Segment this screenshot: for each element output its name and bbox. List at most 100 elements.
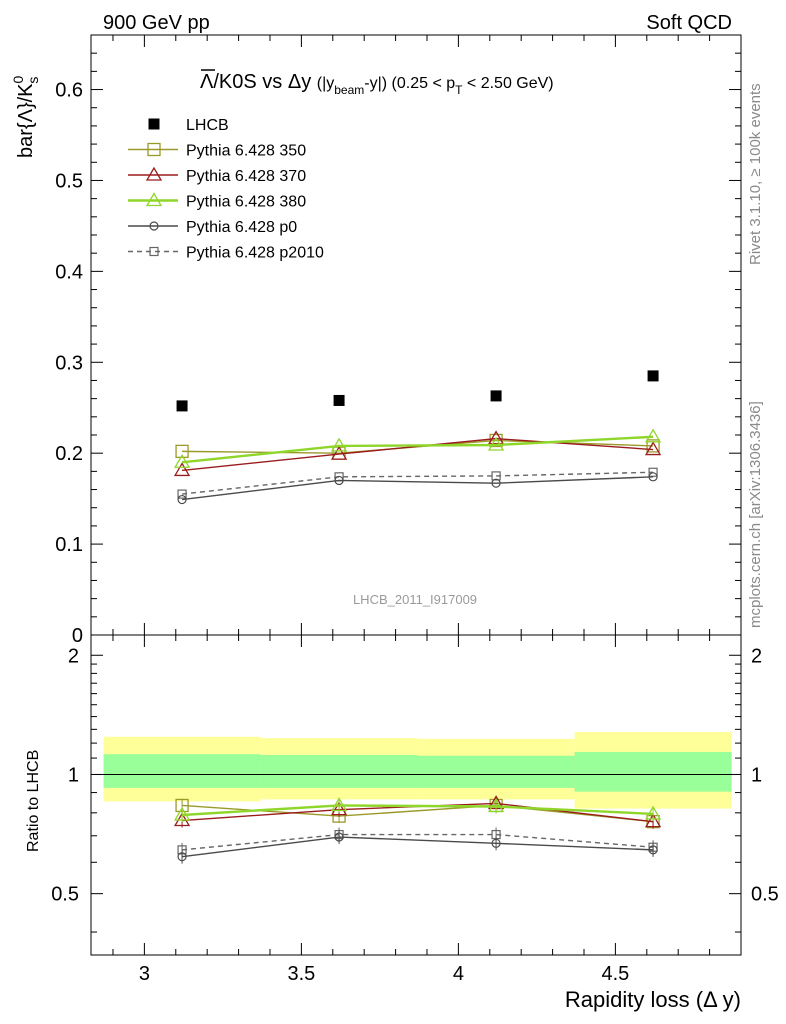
series-line (181, 476, 654, 501)
data-point (648, 467, 658, 477)
legend-entry: Pythia 6.428 p2010 (128, 245, 324, 262)
main-y-tick-label: 0.6 (55, 80, 83, 102)
ratio-inner-band (103, 754, 261, 788)
main-y-tick-label: 0.3 (55, 352, 83, 374)
data-point (648, 472, 658, 482)
series-pythia-6-428-370 (173, 430, 662, 477)
x-tick-label: 3 (139, 963, 150, 985)
axes: 0 0.1 0.2 0.3 0.4 0.5 0.6 3 3.5 4 4.5 0.5 0.5 1 1 2 2 (51, 35, 779, 985)
chart-title: Λ/K0S vs Δy (|ybeam-y|) (0.25 < pT < 2.5… (200, 71, 554, 97)
rivet-label: Rivet 3.1.10, ≥ 100k events (747, 83, 764, 265)
data-point (173, 453, 191, 468)
legend-label: LHCB (186, 117, 229, 134)
main-y-tick-label: 0.2 (55, 443, 83, 465)
legend-entry: Pythia 6.428 380 (128, 192, 306, 211)
data-point (491, 471, 501, 481)
x-axis-label: Rapidity loss (Δ y) (565, 987, 741, 1012)
ratio-bands (91, 732, 741, 809)
ratio-data-point (491, 838, 501, 848)
data-point (173, 462, 191, 477)
ratio-series-line (181, 833, 654, 851)
ratio-data-point (330, 801, 348, 816)
data-point (177, 489, 187, 499)
main-y-tick-label: 0.1 (55, 534, 83, 556)
legend: LHCB Pythia 6.428 350 Pythia 6.428 370 Pyth… (128, 117, 324, 262)
data-point (176, 400, 188, 412)
series-lhcb (176, 370, 659, 412)
data-point (175, 444, 189, 459)
legend-marker (145, 166, 163, 181)
ratio-y-tick-label: 2 (68, 645, 79, 667)
ratio-y-tick-label: 1 (68, 764, 79, 786)
analysis-watermark: LHCB_2011_I917009 (353, 592, 477, 607)
legend-entry: Pythia 6.428 370 (128, 166, 306, 185)
data-point (487, 430, 505, 445)
data-point (334, 475, 344, 486)
data-point (177, 494, 187, 505)
data-point (489, 433, 503, 448)
legend-label: Pythia 6.428 p0 (186, 219, 297, 236)
main-y-tick-label: 0.5 (55, 170, 83, 192)
ratio-inner-band (260, 754, 418, 788)
series-pythia-6-428-380 (173, 428, 662, 468)
legend-entry: Pythia 6.428 p0 (128, 219, 297, 236)
mcplots-label: mcplots.cern.ch [arXiv:1306.3436] (747, 401, 764, 628)
ratio-y-tick-label: 0.5 (51, 884, 79, 906)
ratio-data-point (644, 813, 662, 828)
ratio-data-point (173, 806, 191, 821)
legend-marker (149, 221, 159, 231)
x-tick-label: 4 (453, 963, 464, 985)
ratio-y-tick-label-right: 1 (751, 764, 762, 786)
series-line (181, 435, 654, 464)
data-point (644, 441, 662, 456)
data-point (647, 370, 659, 382)
ratio-inner-band (574, 751, 732, 792)
ratio-data-point (487, 798, 505, 813)
main-y-axis-label: bar{Λ}/K0s (10, 75, 41, 158)
x-tick-label: 4.5 (601, 963, 629, 985)
legend-label: Pythia 6.428 p2010 (186, 245, 324, 262)
data-point (330, 445, 348, 460)
legend-marker (149, 246, 159, 257)
data-point (330, 437, 348, 452)
ratio-series-pythia-6-428-380 (173, 797, 662, 822)
ratio-inner-band (417, 755, 575, 788)
ratio-data-point (177, 852, 187, 862)
legend-label: Pythia 6.428 350 (186, 143, 306, 160)
ratio-series-line (181, 836, 654, 858)
legend-label: Pythia 6.428 370 (186, 168, 306, 185)
ratio-plot-frame (90, 634, 742, 956)
data-point (487, 436, 505, 451)
ratio-series-line (181, 804, 654, 817)
legend-entry: Pythia 6.428 350 (128, 143, 306, 160)
series-pythia-6-428-p2010 (177, 467, 658, 499)
data-point (646, 439, 660, 453)
main-y-tick-label: 0 (72, 625, 83, 647)
legend-label: Pythia 6.428 380 (186, 194, 306, 211)
header-right: Soft QCD (646, 12, 732, 34)
data-point (490, 390, 502, 402)
ratio-y-tick-label-right: 0.5 (751, 884, 779, 906)
series-line (181, 471, 654, 495)
ratio-data-point (648, 845, 658, 855)
ratio-series-pythia-6-428-p0 (177, 830, 658, 864)
ratio-y-tick-label-right: 2 (751, 645, 762, 667)
ratio-data-point (330, 797, 348, 812)
ratio-y-axis-label: Ratio to LHCB (25, 750, 42, 852)
main-y-tick-label: 0.4 (55, 261, 83, 283)
legend-marker (145, 192, 163, 207)
ratio-series (173, 795, 662, 864)
header-left: 900 GeV pp (103, 12, 210, 34)
main-series (173, 370, 662, 505)
legend-marker (148, 118, 160, 130)
x-tick-label: 3.5 (287, 963, 315, 985)
data-point (644, 428, 662, 443)
series-pythia-6-428-p0 (177, 472, 658, 505)
data-point (333, 394, 345, 406)
ratio-data-point (644, 805, 662, 820)
data-point (491, 478, 501, 488)
legend-entry: LHCB (148, 117, 229, 134)
ratio-series-pythia-6-428-p2010 (177, 827, 658, 857)
legend-marker (147, 142, 161, 157)
